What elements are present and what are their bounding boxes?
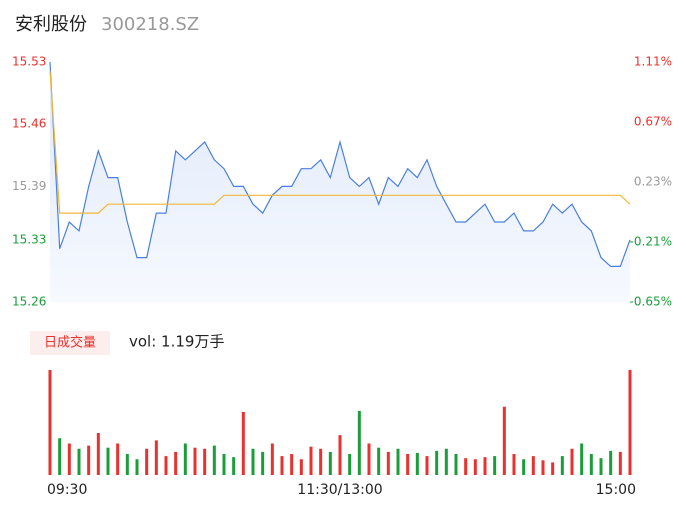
volume-bar [609, 450, 613, 475]
volume-bar [589, 454, 593, 475]
y-tick-label: 15.26 [12, 295, 46, 309]
volume-bar [386, 451, 390, 475]
volume-title: 日成交量 [44, 335, 96, 351]
volume-bar [116, 443, 120, 475]
volume-bar [154, 440, 158, 475]
volume-bar [280, 456, 284, 475]
y-tick-label: 15.33 [12, 232, 46, 246]
volume-bar [261, 451, 265, 475]
volume-bar [290, 454, 294, 475]
volume-bar [580, 443, 584, 475]
y2-tick-label: -0.65% [630, 295, 672, 309]
series-line [49, 70, 631, 214]
volume-bar [174, 451, 178, 475]
volume-bar [328, 451, 332, 475]
volume-bar [454, 454, 458, 475]
volume-bar [125, 454, 129, 475]
volume-label: vol: 1.19万手 [129, 333, 224, 351]
volume-bar [357, 410, 361, 475]
volume-bar [270, 443, 274, 475]
volume-bar [502, 406, 506, 475]
y2-tick-label: -0.21% [630, 235, 672, 249]
volume-bar [309, 446, 313, 475]
volume-bar [406, 454, 410, 475]
volume-bar [618, 451, 622, 475]
volume-bar [319, 448, 323, 475]
volume-bar [348, 454, 352, 475]
y-tick-label: 15.46 [12, 117, 46, 131]
series-line [49, 61, 631, 267]
volume-bar [203, 448, 207, 475]
volume-bar [48, 370, 52, 475]
volume-bar [541, 460, 545, 475]
volume-bar [193, 447, 197, 475]
y-tick-label: 15.39 [12, 179, 46, 193]
volume-bar [367, 443, 371, 475]
x-tick-label: 09:30 [47, 482, 87, 498]
y-tick-label: 15.53 [12, 55, 46, 69]
volume-bar [483, 457, 487, 475]
volume-bar [212, 445, 216, 475]
volume-bar [96, 433, 100, 475]
volume-bar [473, 459, 477, 475]
volume-bar [232, 457, 236, 475]
volume-bar [222, 454, 226, 475]
volume-bar [522, 459, 526, 475]
volume-bar [106, 447, 110, 475]
x-tick-label: 15:00 [596, 482, 636, 498]
volume-bar [551, 462, 555, 475]
volume-bar [338, 435, 342, 475]
volume-bar [164, 456, 168, 475]
volume-bar [435, 450, 439, 475]
volume-bar [444, 448, 448, 475]
volume-bar [67, 443, 71, 475]
y2-tick-label: 0.67% [634, 115, 672, 129]
volume-bar [77, 448, 81, 475]
volume-bar [87, 445, 91, 475]
volume-bar [464, 458, 468, 475]
volume-bar [135, 459, 139, 475]
volume-bar [299, 459, 303, 475]
y2-tick-label: 1.11% [634, 55, 672, 69]
volume-bar [512, 454, 516, 475]
volume-bar [599, 458, 603, 475]
volume-bar [628, 370, 632, 475]
x-tick-label: 11:30/13:00 [297, 482, 382, 498]
volume-badge [30, 331, 110, 355]
volume-bar [570, 448, 574, 475]
volume-bar [58, 438, 62, 475]
volume-bar [183, 443, 187, 475]
volume-bar [251, 448, 255, 475]
volume-bar [560, 456, 564, 475]
volume-bar [531, 456, 535, 475]
volume-bar [415, 452, 419, 475]
volume-bar [377, 447, 381, 475]
stock-code: 300218.SZ [101, 14, 199, 35]
volume-bar [493, 456, 497, 475]
volume-bar [145, 448, 149, 475]
volume-bar [425, 456, 429, 475]
price-area [50, 62, 630, 302]
y2-tick-label: 0.23% [634, 175, 672, 189]
volume-bar [241, 412, 245, 475]
chart-title: 安利股份 [15, 14, 87, 35]
volume-bar [396, 448, 400, 475]
